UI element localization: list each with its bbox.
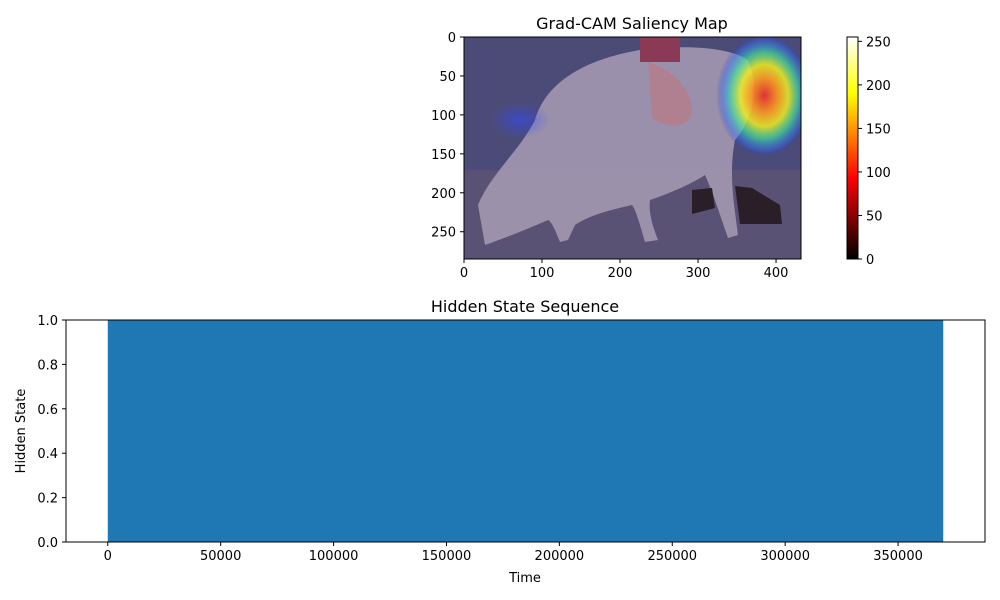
bar-y-tick: 1.0 [37, 314, 58, 329]
heatmap-y-tick: 50 [439, 70, 456, 85]
colorbar-axis: 0 50 100 150 200 250 [858, 35, 891, 268]
heatmap-y-tick: 0 [448, 31, 456, 46]
heatmap-title: Grad-CAM Saliency Map [536, 14, 728, 33]
low-activation-patch [490, 102, 550, 138]
colorbar-tick: 250 [866, 35, 891, 50]
heatmap-x-tick: 100 [530, 266, 555, 281]
heatmap-frame [463, 36, 802, 260]
bar-y-tick: 0.2 [37, 492, 58, 507]
bar-x-tick: 50000 [200, 549, 241, 564]
bar-x-tick: 250000 [647, 549, 697, 564]
bar-x-axis: 0 50000 100000 150000 200000 250000 300000 3500… [104, 542, 923, 564]
colorbar [846, 36, 859, 260]
bar-y-tick: 0.4 [37, 447, 58, 462]
colorbar-tick: 150 [866, 122, 891, 137]
activation-hotspot [716, 37, 801, 158]
bar-y-tick: 0.6 [37, 403, 58, 418]
heatmap-y-tick: 100 [431, 109, 456, 124]
bar-y-tick: 0.0 [37, 536, 58, 551]
bar-axes-frame [65, 319, 986, 543]
heatmap-x-tick: 400 [764, 266, 789, 281]
bar-y-tick: 0.8 [37, 358, 58, 373]
heatmap-y-tick: 200 [431, 187, 456, 202]
heatmap-y-tick: 150 [431, 148, 456, 163]
bar-x-tick: 150000 [422, 549, 472, 564]
heatmap-x-tick: 0 [460, 266, 468, 281]
bar-x-tick: 0 [104, 549, 112, 564]
heatmap-y-axis: 0 50 100 150 200 250 [431, 31, 464, 241]
colorbar-tick: 50 [866, 209, 883, 224]
colorbar-tick: 100 [866, 166, 891, 181]
bar-x-label: Time [508, 571, 541, 586]
bar-y-label: Hidden State [14, 389, 29, 474]
heatmap-x-axis: 0 100 200 300 400 [460, 259, 789, 281]
bar-x-tick: 100000 [309, 549, 359, 564]
bar-x-tick: 200000 [535, 549, 585, 564]
bar-title: Hidden State Sequence [431, 297, 619, 316]
heatmap-y-tick: 250 [431, 226, 456, 241]
hidden-state-bar [107, 320, 944, 542]
person-shirt [640, 37, 680, 62]
bar-x-tick: 350000 [873, 549, 923, 564]
colorbar-tick: 0 [866, 253, 874, 268]
boots-shape [692, 186, 782, 224]
colorbar-tick: 200 [866, 79, 891, 94]
heatmap-x-tick: 200 [608, 266, 633, 281]
heatmap-x-tick: 300 [686, 266, 711, 281]
bar-y-axis: 0.0 0.2 0.4 0.6 0.8 1.0 [37, 314, 66, 551]
bar-x-tick: 300000 [760, 549, 810, 564]
person-hand [648, 62, 692, 126]
